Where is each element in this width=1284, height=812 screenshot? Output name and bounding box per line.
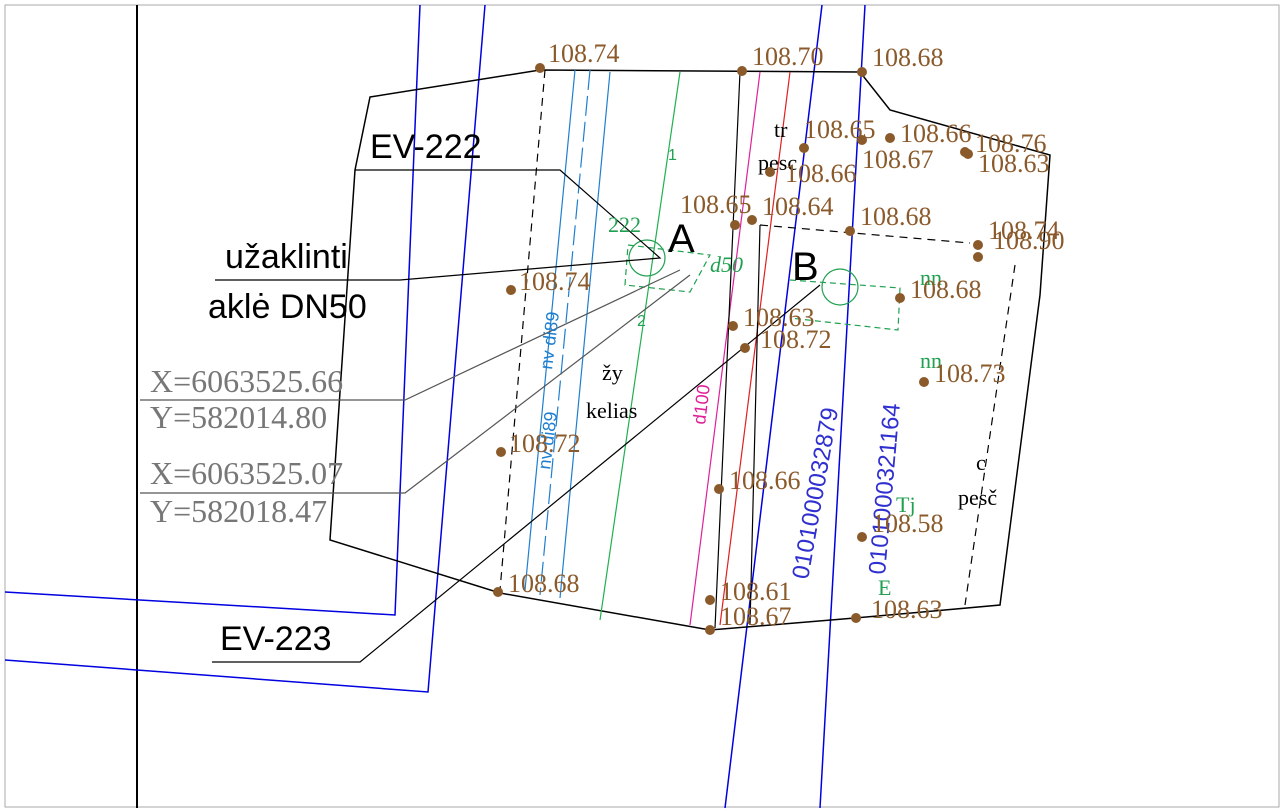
elevation-label: 108.66 [785,159,857,188]
survey-point [705,595,715,605]
survey-point [728,321,738,331]
survey-point [845,226,855,236]
elevation-label: 108.68 [508,569,580,598]
survey-point [857,135,867,145]
map: EV-222 užaklinti aklė DN50 X=6063525.66 … [0,0,1284,812]
elevation-label: 108.68 [872,43,944,72]
label: žy [602,360,623,385]
elevation-label: 108.65 [680,190,752,219]
survey-point [895,293,905,303]
point-label: B [792,245,819,289]
label: kelias [586,398,637,423]
label: 2 [637,313,646,330]
survey-point [919,377,929,387]
label: 0101000321164 [864,402,906,575]
elevation-label: 108.64 [762,192,834,221]
survey-point [973,240,983,250]
elevation-label: 108.90 [993,226,1065,255]
survey-point [765,167,775,177]
label: nv di89 [536,310,563,370]
survey-point [963,149,973,159]
label: 1 [668,147,677,164]
coordinate: Y=582018.47 [150,493,327,529]
coordinate: X=6063525.66 [150,363,343,399]
survey-point [973,252,983,262]
elevation-label: 108.72 [760,325,832,354]
elevation-label: 108.67 [862,145,934,174]
elevation-label: 108.74 [548,39,620,68]
survey-point [747,215,757,225]
survey-point [535,63,545,73]
elevation-label: 108.68 [910,275,982,304]
label: d50 [710,252,743,277]
coordinate: Y=582014.80 [150,399,327,435]
survey-point [740,343,750,353]
survey-point [493,587,503,597]
elevation-label: 108.58 [872,509,944,538]
elevation-label: 108.70 [752,42,824,71]
elevation-label: 108.66 [900,119,972,148]
label: tr [774,117,788,142]
elevation-label: 108.73 [934,359,1006,388]
elevation-label: 108.67 [720,602,792,631]
label: d100 [689,383,714,425]
survey-point [737,66,747,76]
callout: užaklinti [225,238,348,276]
survey-point [705,625,715,635]
elevation-label: 108.72 [509,429,581,458]
callout: EV-223 [220,620,332,658]
survey-point [885,133,895,143]
survey-point [730,220,740,230]
survey-point [851,613,861,623]
survey-point [714,484,724,494]
elevation-label: 108.63 [978,149,1050,178]
point-label: A [668,217,695,261]
survey-point [799,143,809,153]
coordinate: X=6063525.07 [150,455,343,491]
callout: EV-222 [370,128,482,166]
label: 222 [608,212,641,237]
survey-point [857,67,867,77]
elevation-label: 108.68 [860,202,932,231]
parcel-lines [5,5,865,808]
survey-point [506,285,516,295]
elevation-label: 108.74 [519,267,591,296]
callout: aklė DN50 [208,288,367,326]
survey-point [857,532,867,542]
label: pesč [958,485,997,510]
survey-point [496,447,506,457]
elevation-label: 108.63 [871,595,943,624]
label: c [976,450,986,475]
elevation-label: 108.66 [729,466,801,495]
